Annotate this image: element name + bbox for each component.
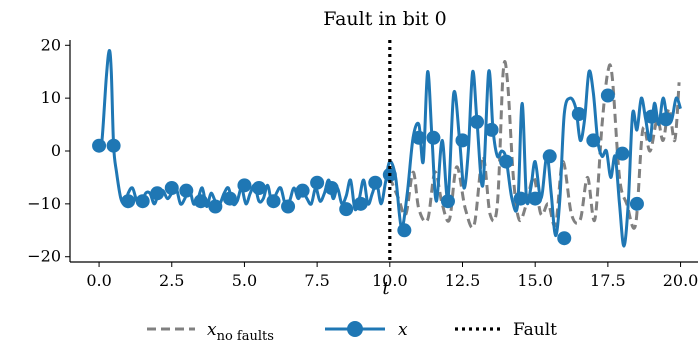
axes: 0.0 2.5 5.0 7.5 10.0 12.5 15.0 17.5 20.0 −20 −10 0 1…: [27, 35, 698, 290]
legend-label: Fault: [513, 320, 557, 340]
legend-item: x: [325, 320, 408, 340]
legend-swatch-marker: [347, 321, 363, 337]
x-tick-label: 10.0: [372, 271, 408, 290]
series-x-marker: [630, 197, 644, 211]
series-x-marker: [325, 181, 339, 195]
x-tick-label: 20.0: [663, 271, 698, 290]
x-tick-label: 2.5: [159, 271, 184, 290]
chart-title: Fault in bit 0: [323, 8, 447, 30]
x-tick-label: 7.5: [304, 271, 329, 290]
series-x-marker: [644, 110, 658, 124]
series-x-marker: [659, 112, 673, 126]
series-x-marker: [121, 194, 135, 208]
y-tick-label: −10: [27, 194, 61, 213]
y-tick-label: 20: [41, 35, 61, 54]
series-x-marker: [339, 202, 353, 216]
series-x-marker: [572, 107, 586, 121]
series-x-marker: [194, 194, 208, 208]
series-x-marker: [557, 231, 571, 245]
x-tick-label: 0.0: [86, 271, 111, 290]
x-axis-label: t: [382, 278, 390, 299]
y-tick-label: 0: [51, 141, 61, 160]
legend-label: x: [398, 320, 408, 340]
series-x-marker: [499, 155, 513, 169]
series-x-marker: [296, 184, 310, 198]
legend: xno faults x Fault: [147, 320, 557, 344]
legend-label-subscript: no faults: [217, 329, 274, 344]
series-x-marker: [412, 131, 426, 145]
series-x-marker: [601, 89, 615, 103]
series-x-marker: [368, 176, 382, 190]
series-x-marker: [456, 133, 470, 147]
series-x-marker: [586, 133, 600, 147]
series-x-marker: [426, 131, 440, 145]
series-x-marker: [179, 184, 193, 198]
series-x-marker: [107, 139, 121, 153]
series-x-marker: [223, 192, 237, 206]
series-x-marker: [267, 194, 281, 208]
x-tick-label: 15.0: [517, 271, 553, 290]
series-x-marker: [485, 123, 499, 137]
x-tick-label: 17.5: [590, 271, 626, 290]
y-tick-label: −20: [27, 247, 61, 266]
series-x-marker: [165, 181, 179, 195]
series-x-marker: [310, 176, 324, 190]
series-x-marker: [514, 192, 528, 206]
series-x-marker: [543, 149, 557, 163]
series-x-marker: [237, 178, 251, 192]
series-x-marker: [441, 194, 455, 208]
series-x-marker: [252, 181, 266, 195]
legend-item: xno faults: [147, 320, 274, 344]
series-x-marker: [92, 139, 106, 153]
series-x-marker: [208, 200, 222, 214]
x-tick-label: 5.0: [232, 271, 257, 290]
series-x-marker: [470, 115, 484, 129]
series-x-marker: [354, 197, 368, 211]
plot-area: [92, 40, 680, 262]
y-tick-label: 10: [41, 88, 61, 107]
series-x-marker: [528, 192, 542, 206]
series-x-marker: [150, 186, 164, 200]
legend-label: xno faults: [207, 320, 274, 344]
series-x-marker: [615, 147, 629, 161]
x-tick-label: 12.5: [445, 271, 481, 290]
legend-item: Fault: [455, 320, 557, 340]
series-x-marker: [397, 223, 411, 237]
series-x-marker: [136, 194, 150, 208]
series-x-marker: [281, 200, 295, 214]
